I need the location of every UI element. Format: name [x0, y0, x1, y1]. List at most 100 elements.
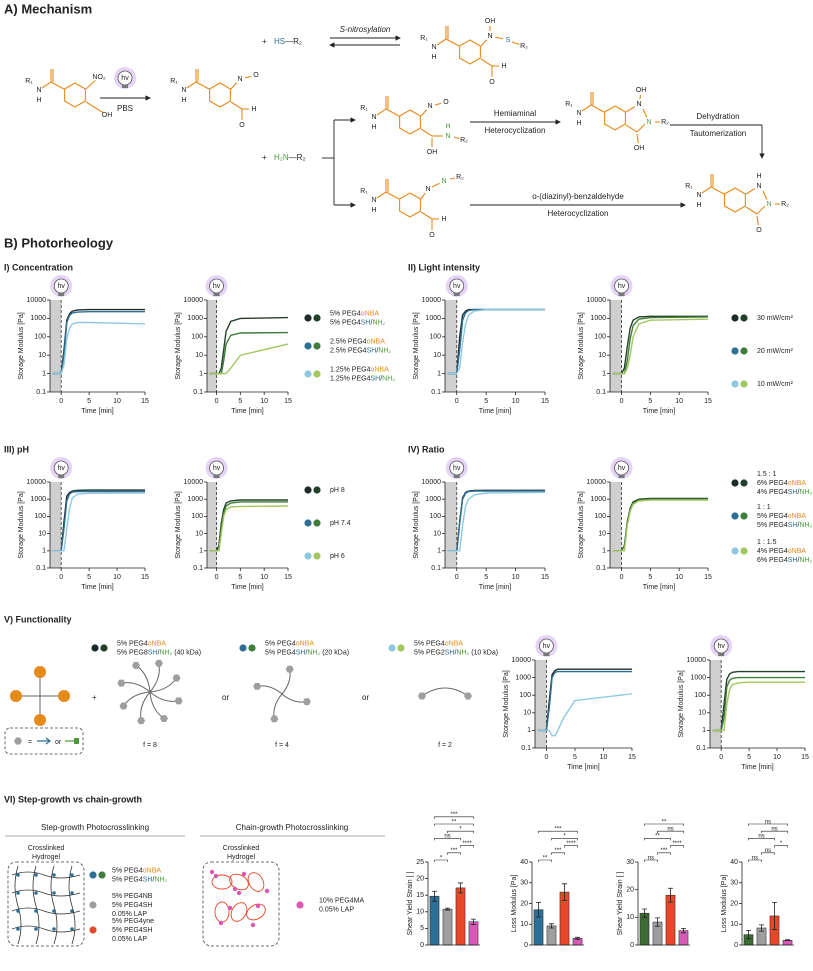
bond — [377, 179, 399, 199]
label-part: SH — [367, 347, 377, 354]
significance-label: *** — [554, 848, 562, 854]
legend-label: 5% PEG4oNBA — [112, 867, 161, 874]
label-part: 5% PEG4 — [265, 649, 296, 656]
panel-title: VI) Step-growth vs chain-growth — [4, 794, 142, 804]
significance-label: *** — [450, 848, 458, 854]
label-part: 2.5% PEG4 — [330, 338, 367, 345]
x-tick-label: 0 — [215, 574, 219, 581]
y-tick-label: 100 — [594, 334, 606, 341]
significance-label: ns — [752, 855, 758, 861]
y-tick-label: 100 — [34, 334, 46, 341]
y-tick-label: 0.1 — [431, 565, 441, 572]
significance-label: ns — [648, 855, 654, 861]
significance-label: **** — [672, 841, 682, 847]
label-part: (10 kDa) — [469, 649, 498, 656]
y-tick-label: 1 — [42, 548, 46, 555]
light-base — [619, 293, 625, 296]
light-off-period — [610, 300, 622, 392]
label-part: 5% PEG4 — [330, 319, 361, 326]
atom-label: N — [181, 87, 186, 94]
label-part: 1 : 1 — [757, 504, 771, 511]
y-tick-label: 10000 — [184, 479, 204, 486]
atom-label: N — [445, 133, 450, 140]
y-axis-label: Storage Modulus [Pa] — [578, 312, 585, 379]
atom-label: OH — [102, 112, 113, 119]
x-tick-label: 10 — [600, 754, 608, 761]
x-tick-label: 5 — [87, 574, 91, 581]
light-label: hv — [57, 465, 65, 472]
data-line — [538, 694, 632, 736]
y-tick-label: 10 — [433, 352, 441, 359]
light-off-period — [710, 660, 721, 748]
end-group — [286, 666, 294, 673]
legend-label: 5% PEG4oNBA — [757, 513, 806, 520]
legend-swatch — [731, 347, 738, 354]
y-tick-label: 10 — [730, 921, 738, 928]
x-tick-label: 15 — [541, 398, 549, 405]
plus: + — [262, 153, 267, 162]
polymer-loop — [244, 901, 268, 923]
legend-label: 5% PEG4SH — [112, 902, 152, 909]
light-base — [454, 293, 460, 296]
significance-label: **** — [462, 841, 472, 847]
reaction-label: S-nitrosylation — [340, 25, 391, 34]
x-tick-label: 0 — [620, 574, 624, 581]
y-tick-label: 1000 — [515, 674, 531, 681]
significance-label: *** — [450, 812, 458, 818]
y-tick-label: 20 — [626, 887, 634, 894]
x-axis-label: Time [min] — [643, 584, 675, 591]
y-tick-label: 0.1 — [696, 745, 706, 752]
y-tick-label: 1000 — [690, 674, 706, 681]
label-part: NH₂ — [154, 876, 167, 883]
reaction-label: o-(diazinyl)-benzaldehyde — [532, 192, 624, 201]
y-tick-label: 1000 — [590, 315, 606, 322]
label-part: 5% PEG4yne — [112, 918, 154, 925]
light-off-period — [50, 482, 61, 568]
bond — [435, 103, 441, 105]
label-part: 5% PEG4 — [112, 876, 143, 883]
bond — [421, 110, 427, 116]
x-tick-label: 0 — [544, 754, 548, 761]
label-part: NH₂ — [159, 649, 172, 656]
crosslink — [16, 873, 20, 877]
atom-label: N — [576, 110, 581, 117]
bond — [42, 69, 64, 89]
significance-label: ns — [444, 834, 450, 840]
or-label: or — [222, 693, 229, 702]
crosslink — [16, 927, 20, 931]
bond — [421, 193, 425, 199]
x-tick-label: 10 — [675, 574, 683, 581]
label-part: NH₂ — [378, 347, 391, 354]
y-tick-label: 1 — [602, 370, 606, 377]
y-tick-label: 10000 — [184, 297, 204, 304]
light-base — [58, 293, 64, 296]
label-part: 30 mW/cm² — [757, 315, 793, 322]
label-part: (40 kDa) — [172, 649, 201, 656]
methacrylate — [251, 923, 255, 927]
methacrylate — [219, 921, 223, 925]
polymer-loop — [227, 871, 251, 893]
y-tick-label: 10 — [520, 921, 528, 928]
y-tick-label: 20 — [416, 875, 424, 882]
crosslink — [34, 909, 38, 913]
y-tick-label: 0 — [420, 942, 424, 949]
x-tick-label: 15 — [704, 574, 712, 581]
y-tick-label: 1000 — [187, 315, 203, 322]
legend-swatch — [248, 644, 255, 651]
ring — [605, 106, 626, 130]
atom-label: OH — [485, 18, 496, 25]
y-tick-label: 1 — [702, 727, 706, 734]
atom-label: N — [646, 119, 651, 126]
panel-title: IV) Ratio — [408, 444, 445, 454]
y-tick-label: 10000 — [422, 479, 442, 486]
label-part: SH — [361, 319, 371, 326]
atom-label: R₂ — [456, 174, 464, 181]
significance-label: ns — [758, 834, 764, 840]
atom-label: N — [237, 76, 242, 83]
legend-label: 1.5 : 1 — [757, 471, 777, 478]
bond — [702, 174, 724, 194]
y-tick-label: 0.1 — [521, 745, 531, 752]
label-part: oNBA — [788, 480, 807, 487]
significance-label: ns — [771, 826, 777, 832]
light-off-period — [207, 482, 217, 568]
